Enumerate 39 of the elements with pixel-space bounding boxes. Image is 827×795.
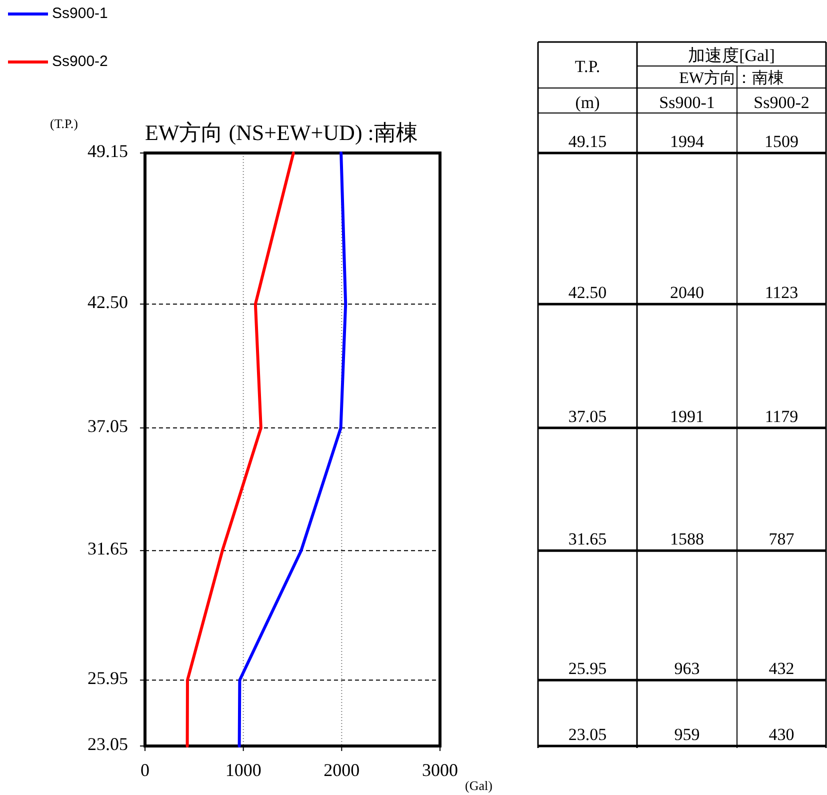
data-label: 432: [768, 659, 794, 678]
text: (m): [575, 93, 600, 112]
y-tick-label: 31.65: [88, 538, 128, 559]
x-tick-label: 1000: [225, 760, 262, 780]
data-label: 1994: [670, 132, 704, 151]
data-label: 787: [768, 530, 795, 549]
y-tick-label: 42.50: [88, 292, 128, 312]
y-tick-label: 23.05: [88, 734, 128, 754]
text: 加速度[Gal]: [688, 46, 775, 65]
data-label: 963: [674, 659, 700, 678]
data-label: 1509: [764, 132, 798, 151]
chart-title: EW方向 (NS+EW+UD) :南棟: [145, 120, 418, 145]
data-label: 1123: [764, 283, 798, 302]
y-tick-label: 25.95: [88, 668, 128, 688]
x-axis-title: (Gal): [465, 778, 492, 793]
y-tick-label: 49.15: [88, 141, 128, 162]
x-tick-label: 3000: [422, 760, 458, 780]
data-label: 1179: [764, 406, 798, 426]
data-label: 1991: [670, 406, 704, 426]
y-tick-label: 37.05: [88, 416, 128, 436]
legend-label: Ss900-2: [52, 52, 108, 70]
category-label: 25.95: [568, 659, 607, 678]
category-label: 49.15: [568, 132, 607, 151]
category-label: 42.50: [568, 283, 607, 302]
category-label: 31.65: [568, 530, 607, 549]
legend-label: Ss900-1: [52, 4, 108, 22]
text: Ss900-2: [754, 93, 810, 112]
x-tick-label: 0: [140, 760, 150, 780]
text: Ss900-1: [659, 93, 715, 112]
x-tick-label: 2000: [324, 760, 360, 780]
data-label: 1588: [670, 530, 704, 549]
category-label: 37.05: [568, 406, 607, 426]
data-label: 430: [768, 725, 794, 744]
category-label: 23.05: [568, 725, 607, 744]
text: EW方向：南棟: [679, 69, 784, 87]
text: T.P.: [574, 57, 600, 76]
data-label: 959: [674, 725, 700, 744]
y-axis-title: (T.P.): [50, 116, 78, 131]
data-label: 2040: [670, 283, 704, 302]
